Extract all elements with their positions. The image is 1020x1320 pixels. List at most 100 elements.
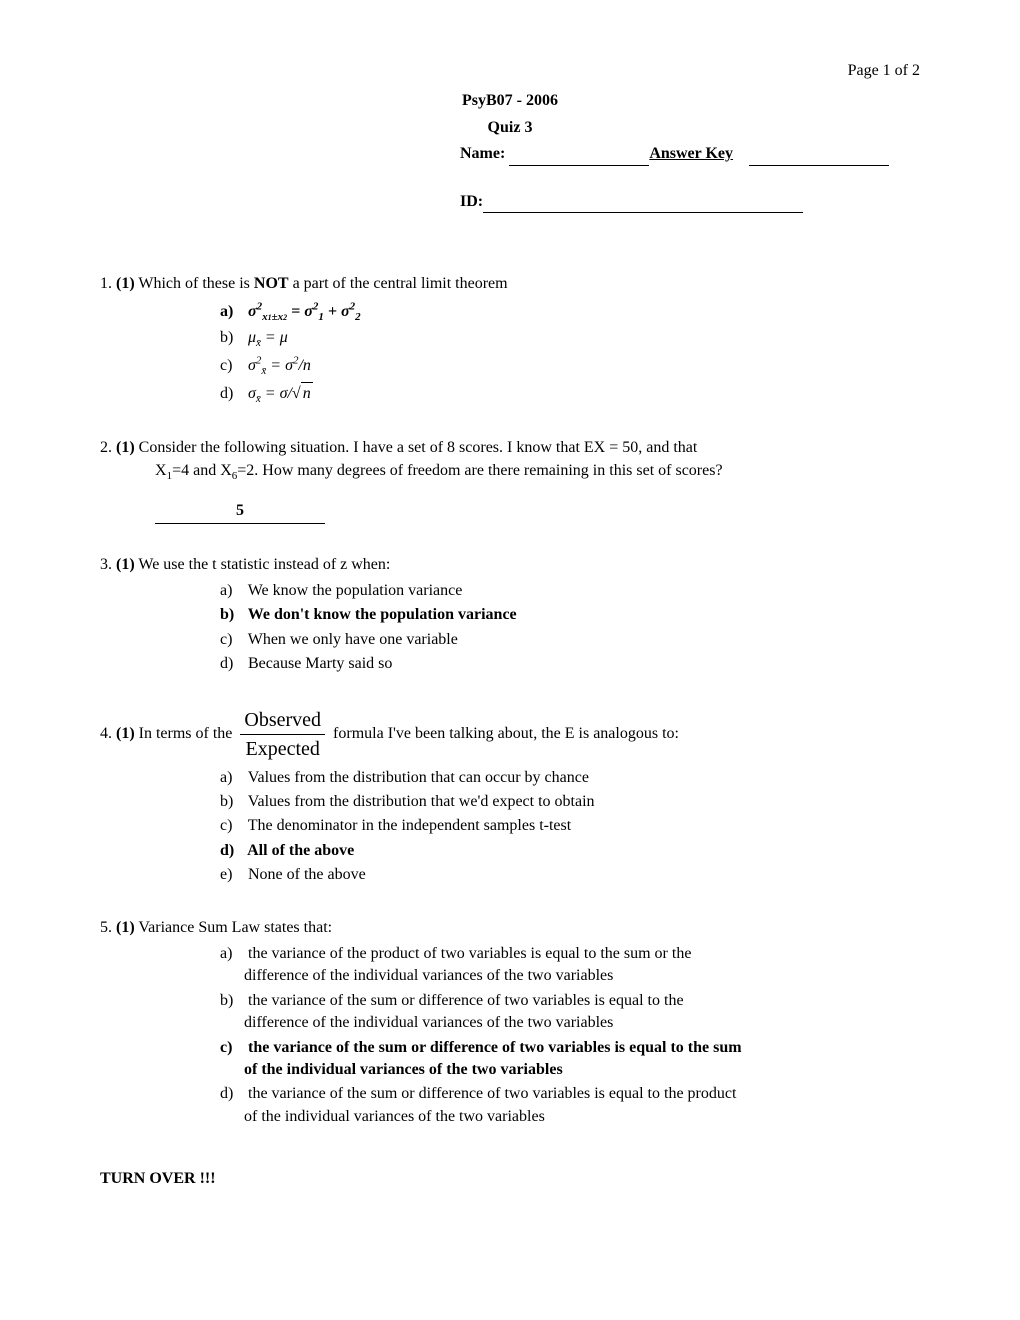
q3-stem: 3. (1) We use the t statistic instead of…	[100, 554, 920, 576]
q4-pts: (1)	[116, 725, 135, 742]
q5-num: 5.	[100, 919, 112, 936]
page-number: Page 1 of 2	[100, 60, 920, 82]
q5-d-cont: of the individual variances of the two v…	[220, 1106, 920, 1128]
q1-c-label: c)	[220, 355, 244, 377]
quiz-title: Quiz 3	[100, 117, 920, 139]
q3-option-c: c) When we only have one variable	[220, 629, 920, 651]
q3-pts: (1)	[116, 556, 135, 573]
q5-option-a: a) the variance of the product of two va…	[220, 943, 920, 988]
q5-b-text: the variance of the sum or difference of…	[248, 992, 684, 1009]
q3-d-text: Because Marty said so	[248, 655, 392, 672]
q3-b-label: b)	[220, 604, 244, 626]
q5-text: Variance Sum Law states that:	[138, 919, 332, 936]
q3-a-label: a)	[220, 580, 244, 602]
q5-stem: 5. (1) Variance Sum Law states that:	[100, 917, 920, 939]
q3-c-label: c)	[220, 629, 244, 651]
q5-c-text: the variance of the sum or difference of…	[248, 1039, 742, 1056]
q4-text2: formula I've been talking about, the E i…	[333, 725, 679, 742]
q5-option-c: c) the variance of the sum or difference…	[220, 1037, 920, 1082]
q4-fraction: Observed Expected	[240, 706, 325, 763]
id-blank	[483, 212, 803, 213]
q3-option-a: a) We know the population variance	[220, 580, 920, 602]
question-3: 3. (1) We use the t statistic instead of…	[100, 554, 920, 676]
q4-frac-bot: Expected	[240, 735, 325, 763]
q2-cont: X1=4 and X6=2. How many degrees of freed…	[100, 460, 920, 485]
q4-option-e: e) None of the above	[220, 864, 920, 886]
q4-option-d: d) All of the above	[220, 840, 920, 862]
q1-option-b: b) μx̄ = μ	[220, 327, 920, 352]
q5-option-d: d) the variance of the sum or difference…	[220, 1083, 920, 1128]
q3-options: a) We know the population variance b) We…	[220, 580, 920, 676]
q1-option-a: a) σ2x1±x2 = σ21 + σ22	[220, 299, 920, 325]
q5-options: a) the variance of the product of two va…	[220, 943, 920, 1128]
q3-option-b: b) We don't know the population variance	[220, 604, 920, 626]
q5-option-b: b) the variance of the sum or difference…	[220, 990, 920, 1035]
id-label: ID:	[460, 193, 483, 210]
id-line: ID:	[460, 191, 920, 213]
q5-d-text: the variance of the sum or difference of…	[248, 1085, 736, 1102]
q4-text1: In terms of the	[139, 725, 237, 742]
q2-stem: 2. (1) Consider the following situation.…	[100, 437, 920, 459]
q4-a-text: Values from the distribution that can oc…	[248, 769, 589, 786]
q1-pts: (1)	[116, 275, 135, 292]
question-5: 5. (1) Variance Sum Law states that: a) …	[100, 917, 920, 1129]
q1-option-c: c) σ2x̄ = σ2/n	[220, 354, 920, 380]
name-blank-pre	[509, 165, 649, 166]
q1-b-label: b)	[220, 327, 244, 349]
q3-a-text: We know the population variance	[248, 582, 463, 599]
q3-c-text: When we only have one variable	[248, 631, 458, 648]
q4-b-text: Values from the distribution that we'd e…	[248, 793, 595, 810]
q4-c-label: c)	[220, 815, 244, 837]
q1-stem: 1. (1) Which of these is NOT a part of t…	[100, 273, 920, 295]
q3-text: We use the t statistic instead of z when…	[138, 556, 390, 573]
q1-option-d: d) σx̄ = σ/n	[220, 382, 920, 408]
q5-a-text: the variance of the product of two varia…	[248, 945, 691, 962]
q1-text: Which of these is	[138, 275, 254, 292]
q2-answer: 5	[155, 500, 325, 523]
q4-a-label: a)	[220, 767, 244, 789]
q4-num: 4.	[100, 725, 112, 742]
name-answer: Answer Key	[649, 143, 749, 165]
q1-d-formula: σx̄ = σ/n	[248, 385, 313, 402]
q2-text4: =2. How many degrees of freedom are ther…	[237, 462, 722, 479]
q5-a-label: a)	[220, 943, 244, 965]
question-2: 2. (1) Consider the following situation.…	[100, 437, 920, 523]
q5-b-label: b)	[220, 990, 244, 1012]
q1-a-label: a)	[220, 301, 244, 323]
q3-option-d: d) Because Marty said so	[220, 653, 920, 675]
q2-text2: X	[155, 462, 167, 479]
q2-answer-blank: 5	[155, 500, 920, 523]
q1-d-label: d)	[220, 383, 244, 405]
q5-d-label: d)	[220, 1083, 244, 1105]
q4-frac-top: Observed	[240, 706, 325, 735]
course-title: PsyB07 - 2006	[100, 90, 920, 112]
q4-e-label: e)	[220, 864, 244, 886]
name-line: Name: Answer Key	[460, 143, 920, 165]
q5-b-cont: difference of the individual variances o…	[220, 1012, 920, 1034]
q4-option-a: a) Values from the distribution that can…	[220, 767, 920, 789]
q4-option-c: c) The denominator in the independent sa…	[220, 815, 920, 837]
q1-a-formula: σ2x1±x2 = σ21 + σ22	[248, 303, 361, 320]
q4-b-label: b)	[220, 791, 244, 813]
q4-option-b: b) Values from the distribution that we'…	[220, 791, 920, 813]
q5-a-cont: difference of the individual variances o…	[220, 965, 920, 987]
q2-num: 2.	[100, 439, 112, 456]
q1-not: NOT	[254, 275, 289, 292]
q4-stem: 4. (1) In terms of the Observed Expected…	[100, 706, 920, 763]
q4-options: a) Values from the distribution that can…	[220, 767, 920, 887]
q4-c-text: The denominator in the independent sampl…	[248, 817, 571, 834]
q3-d-label: d)	[220, 653, 244, 675]
q1-c-formula: σ2x̄ = σ2/n	[248, 357, 311, 374]
turn-over: TURN OVER !!!	[100, 1168, 920, 1190]
name-label: Name:	[460, 145, 505, 162]
q5-pts: (1)	[116, 919, 135, 936]
q1-text2: a part of the central limit theorem	[289, 275, 508, 292]
q4-d-label: d)	[220, 840, 244, 862]
q2-pts: (1)	[116, 439, 135, 456]
q3-b-text: We don't know the population variance	[248, 606, 517, 623]
q5-c-cont: of the individual variances of the two v…	[220, 1059, 920, 1081]
question-1: 1. (1) Which of these is NOT a part of t…	[100, 273, 920, 407]
q1-num: 1.	[100, 275, 112, 292]
name-blank-post	[749, 165, 889, 166]
q1-options: a) σ2x1±x2 = σ21 + σ22 b) μx̄ = μ c) σ2x…	[220, 299, 920, 407]
